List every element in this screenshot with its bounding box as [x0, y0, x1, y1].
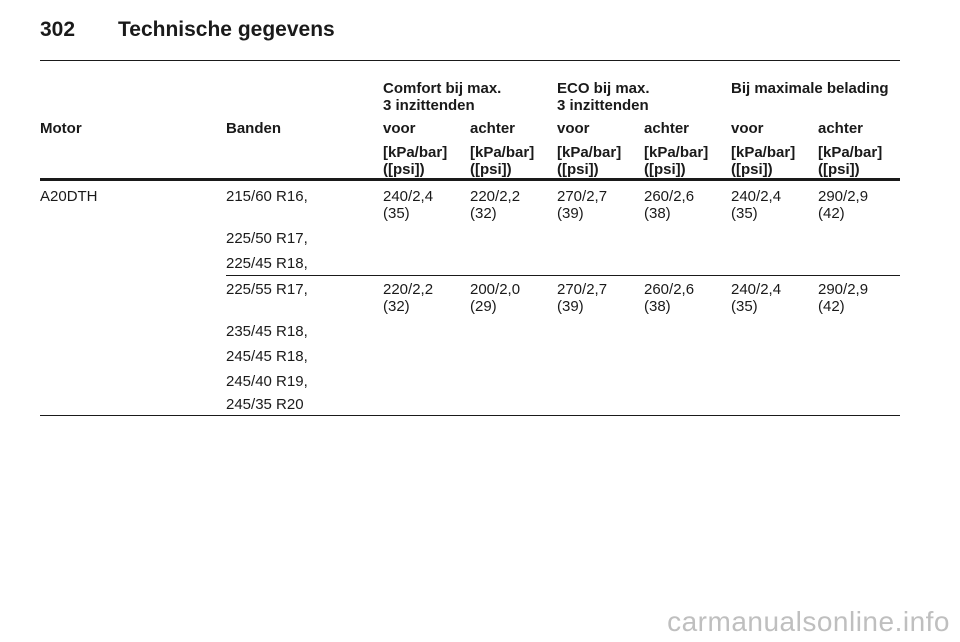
group-header-max-load: Bij maximale belading — [731, 80, 889, 97]
pressure-max-front: 240/2,4 (35) — [731, 188, 782, 222]
column-header-motor: Motor — [40, 120, 82, 137]
pressure-comfort-front: 240/2,4 (35) — [383, 188, 434, 222]
pressure-comfort-rear: 200/2,0 (29) — [470, 281, 521, 315]
pressure-eco-front: 270/2,7 (39) — [557, 281, 608, 315]
pressure-eco-rear: 260/2,6 (38) — [644, 281, 695, 315]
column-header-max-achter: achter — [818, 120, 864, 137]
column-header-comfort-voor: voor — [383, 120, 416, 137]
tyre-size: 235/45 R18, — [226, 323, 308, 340]
unit-label: [kPa/bar] ([psi]) — [644, 144, 709, 178]
pressure-max-rear: 290/2,9 (42) — [818, 188, 869, 222]
tyre-size: 245/35 R20 — [226, 396, 304, 413]
unit-label: [kPa/bar] ([psi]) — [731, 144, 796, 178]
header-rule — [40, 178, 900, 181]
unit-label: [kPa/bar] ([psi]) — [470, 144, 535, 178]
group-header-eco: ECO bij max. 3 inzittenden — [557, 80, 650, 114]
tyre-size: 225/45 R18, — [226, 255, 308, 272]
page-number: 302 — [40, 18, 76, 41]
pressure-max-rear: 290/2,9 (42) — [818, 281, 869, 315]
group-divider — [226, 275, 900, 276]
column-header-eco-achter: achter — [644, 120, 690, 137]
column-header-comfort-achter: achter — [470, 120, 516, 137]
tyre-size: 245/40 R19, — [226, 373, 308, 390]
column-header-max-voor: voor — [731, 120, 764, 137]
top-rule — [40, 60, 900, 61]
page-title: Technische gegevens — [118, 18, 335, 41]
bottom-rule — [40, 415, 900, 416]
tyre-size: 215/60 R16, — [226, 188, 308, 205]
tyre-size: 225/50 R17, — [226, 230, 308, 247]
column-header-banden: Banden — [226, 120, 282, 137]
group-header-comfort: Comfort bij max. 3 inzittenden — [383, 80, 502, 114]
pressure-eco-front: 270/2,7 (39) — [557, 188, 608, 222]
tyre-size: 245/45 R18, — [226, 348, 308, 365]
watermark: carmanualsonline.info — [667, 606, 950, 637]
pressure-comfort-rear: 220/2,2 (32) — [470, 188, 521, 222]
unit-label: [kPa/bar] ([psi]) — [818, 144, 883, 178]
column-header-eco-voor: voor — [557, 120, 590, 137]
unit-label: [kPa/bar] ([psi]) — [557, 144, 622, 178]
engine-cell: A20DTH — [40, 188, 98, 205]
pressure-eco-rear: 260/2,6 (38) — [644, 188, 695, 222]
pressure-max-front: 240/2,4 (35) — [731, 281, 782, 315]
tyre-size: 225/55 R17, — [226, 281, 308, 298]
unit-label: [kPa/bar] ([psi]) — [383, 144, 448, 178]
pressure-comfort-front: 220/2,2 (32) — [383, 281, 434, 315]
